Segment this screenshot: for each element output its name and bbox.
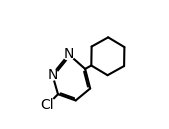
Circle shape <box>63 49 74 60</box>
Circle shape <box>40 97 55 113</box>
Text: N: N <box>47 68 57 82</box>
Text: Cl: Cl <box>41 98 54 112</box>
Circle shape <box>47 69 58 80</box>
Text: N: N <box>64 47 74 61</box>
